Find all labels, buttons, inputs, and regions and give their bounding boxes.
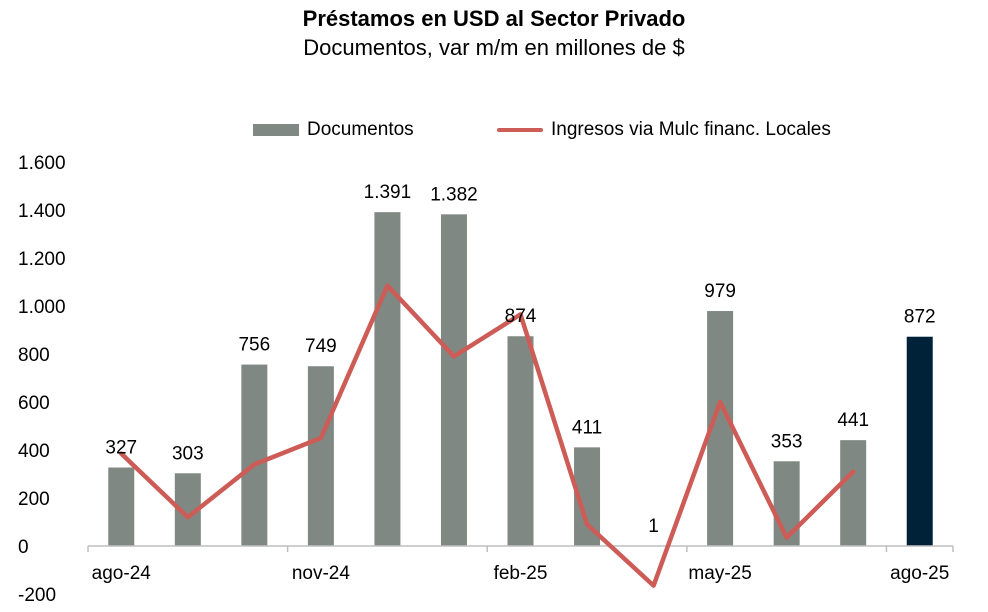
bar-dic-24 xyxy=(374,212,401,546)
legend-label-ingresos: Ingresos via Mulc financ. Locales xyxy=(551,119,831,140)
data-label-dic-24: 1.391 xyxy=(364,182,412,203)
data-label-may-25: 979 xyxy=(704,281,736,302)
y-tick-label: 1.600 xyxy=(18,153,66,174)
data-label-jun-25: 353 xyxy=(771,431,803,452)
data-label-jul-25: 441 xyxy=(837,410,869,431)
x-tick-label: ago-25 xyxy=(890,563,949,584)
chart-subtitle: Documentos, var m/m en millones de $ xyxy=(303,35,685,60)
legend-swatch-ingresos xyxy=(497,128,543,132)
chart-legend: Documentos Ingresos via Mulc financ. Loc… xyxy=(0,119,988,145)
y-tick-label: 200 xyxy=(18,489,50,510)
data-label-ene-25: 1.382 xyxy=(430,184,478,205)
legend-label-documentos: Documentos xyxy=(307,119,414,140)
series-line-ingresos xyxy=(119,283,856,588)
data-label-abr-25: 1 xyxy=(648,516,659,537)
chart-title: Préstamos en USD al Sector Privado xyxy=(302,6,686,31)
y-tick-label: 400 xyxy=(18,441,50,462)
bar-oct-24 xyxy=(241,364,268,546)
bar-ago-25 xyxy=(906,336,933,546)
data-label-ago-24: 327 xyxy=(105,438,137,459)
y-tick-label: 600 xyxy=(18,393,50,414)
y-tick-label: -200 xyxy=(18,585,56,606)
data-label-ago-25: 872 xyxy=(904,307,936,328)
data-label-nov-24: 749 xyxy=(305,336,337,357)
y-tick-label: 1.400 xyxy=(18,201,66,222)
bar-nov-24 xyxy=(307,366,334,546)
legend-item-documentos: Documentos xyxy=(253,119,414,141)
x-tick-label: nov-24 xyxy=(292,563,351,584)
x-tick-label: feb-25 xyxy=(494,563,548,584)
y-tick-label: 1.200 xyxy=(18,249,66,270)
y-tick-label: 800 xyxy=(18,345,50,366)
x-tick-label: may-25 xyxy=(688,563,751,584)
bar-jul-25 xyxy=(840,440,867,546)
y-tick-label: 1.000 xyxy=(18,297,66,318)
data-label-sep-24: 303 xyxy=(172,443,204,464)
bar-feb-25 xyxy=(507,336,534,546)
bar-ago-24 xyxy=(108,467,135,546)
data-label-oct-24: 756 xyxy=(238,335,270,356)
data-label-feb-25: 874 xyxy=(505,306,537,327)
y-tick-label: 0 xyxy=(18,537,29,558)
x-tick-label: ago-24 xyxy=(92,563,152,584)
legend-item-ingresos: Ingresos via Mulc financ. Locales xyxy=(497,119,831,141)
data-label-mar-25: 411 xyxy=(572,417,602,438)
bar-ene-25 xyxy=(440,214,467,546)
legend-swatch-documentos xyxy=(253,124,299,136)
